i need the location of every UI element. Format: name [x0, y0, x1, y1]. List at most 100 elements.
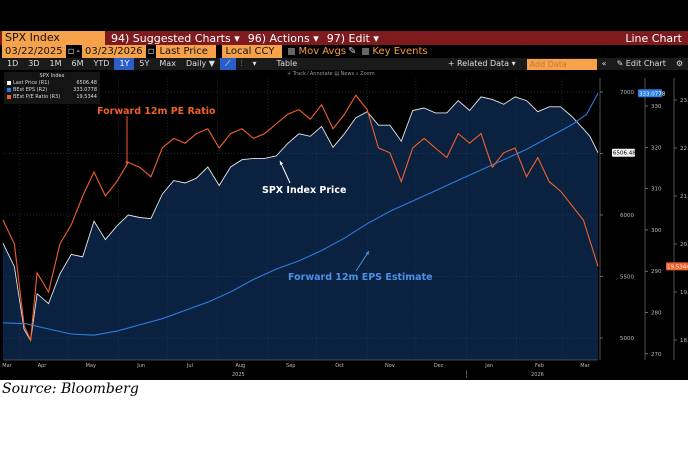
- range-5y[interactable]: 5Y: [139, 59, 150, 68]
- bar-chart-icon[interactable]: ⫶: [240, 59, 243, 68]
- eps-annotation: Forward 12m EPS Estimate: [288, 272, 433, 283]
- range-1y[interactable]: 1Y: [114, 58, 135, 70]
- date-separator: -: [76, 46, 81, 57]
- x-tick-label: Jun: [136, 363, 145, 369]
- r3-tick-label: 20.0000: [680, 242, 688, 248]
- x-tick-label: Dec: [434, 363, 444, 369]
- legend-rows: Last Price (R1) 6506.48 BEst EPS (R2) 333.0…: [7, 79, 97, 100]
- pe-ratio-line: [2, 94, 599, 343]
- spx-arrowhead-icon: [279, 161, 284, 165]
- start-date-field[interactable]: 03/22/2025: [2, 45, 66, 58]
- legend-item[interactable]: BEst P/E Ratio (R3) 19.5344: [7, 93, 97, 100]
- spx-price-line: [2, 96, 599, 342]
- currency-select[interactable]: Local CCY: [222, 45, 283, 58]
- pencil-icon[interactable]: ✎: [348, 46, 357, 57]
- date-controls: 03/22/2025 ▫ - 03/23/2026 ▫ Last Price L…: [0, 45, 688, 58]
- spx-arrow: [279, 160, 291, 184]
- range-buttons: 1D 3D 1M 6M YTD 1Y 5Y Max: [2, 58, 181, 70]
- actions-menu[interactable]: 96) Actions ▾: [247, 31, 319, 45]
- x-tick-label: Sep: [286, 363, 295, 369]
- x-year-label: 2025: [232, 372, 245, 378]
- source-caption: Source: Bloomberg: [2, 381, 139, 397]
- edit-chart-button[interactable]: ✎ Edit Chart: [616, 59, 666, 68]
- chart-tools[interactable]: + Track ⁄ Annotate ▤ News ⌕ Zoom: [287, 71, 375, 77]
- pe-annotation: Forward 12m PE Ratio: [97, 106, 216, 117]
- legend-label: BEst EPS (R2): [13, 86, 48, 93]
- r2-tick-label: 300: [651, 228, 662, 234]
- r2-tick-label: 280: [651, 311, 662, 317]
- r2-tick-label: 290: [651, 269, 662, 275]
- r2-tick-label: 320: [651, 145, 662, 151]
- field-select[interactable]: Last Price: [156, 45, 217, 58]
- mov-avgs-checkbox[interactable]: [288, 48, 296, 55]
- more-dropdown-icon[interactable]: ▾: [252, 59, 257, 68]
- legend-swatch: [7, 80, 11, 85]
- chart-svg: Mar Apr May Jun Jul Aug Sep Oct Nov Dec Jan Feb Mar 2…: [2, 78, 688, 378]
- range-6m[interactable]: 6M: [71, 59, 84, 68]
- add-data-input[interactable]: Add Data: [526, 58, 597, 70]
- r1-tick-label: 6000: [620, 213, 634, 219]
- mov-avgs-label[interactable]: Mov Avgs: [298, 46, 347, 57]
- key-events-label[interactable]: Key Events: [372, 46, 428, 57]
- title-bar: SPX Index 94) Suggested Charts ▾ 96) Act…: [0, 31, 688, 45]
- legend-item[interactable]: Last Price (R1) 6506.48: [7, 79, 97, 86]
- legend-swatch: [7, 87, 11, 92]
- key-events-checkbox[interactable]: [362, 48, 370, 55]
- legend-value: 6506.48: [76, 79, 97, 86]
- related-data-button[interactable]: + Related Data ▾: [447, 59, 516, 68]
- x-year-label: 2026: [531, 372, 544, 378]
- pe-arrowhead-icon: [125, 161, 129, 165]
- spx-area-fill: [3, 96, 598, 361]
- edit-menu[interactable]: 97) Edit ▾: [326, 31, 379, 45]
- eps-line: [2, 93, 599, 336]
- r1-last-value: 6506.48: [613, 151, 636, 157]
- range-1d[interactable]: 1D: [7, 59, 19, 68]
- legend: SPX Index Last Price (R1) 6506.48 BEst EPS…: [4, 72, 100, 104]
- legend-item[interactable]: BEst EPS (R2) 333.0778: [7, 86, 97, 93]
- table-button[interactable]: Table: [276, 59, 298, 68]
- r1-tick-label: 7000: [620, 90, 634, 96]
- suggested-charts-menu[interactable]: 94) Suggested Charts ▾: [111, 31, 240, 45]
- x-tick-label: Mar: [580, 363, 590, 369]
- end-date-field[interactable]: 03/23/2026: [82, 45, 146, 58]
- x-tick-label: Feb: [535, 363, 544, 369]
- range-3d[interactable]: 3D: [28, 59, 40, 68]
- x-tick-label: Mar: [2, 363, 12, 369]
- range-toolbar: 1D 3D 1M 6M YTD 1Y 5Y Max Daily ▼ ⟋ ⫶ ▾ Table +…: [0, 58, 688, 70]
- range-max[interactable]: Max: [159, 59, 176, 68]
- r1-last-value-tag: [612, 148, 635, 157]
- legend-label: BEst P/E Ratio (R3): [13, 93, 61, 100]
- chart-type-label: Line Chart: [625, 31, 682, 45]
- spx-annotation: SPX Index Price: [262, 185, 346, 196]
- eps-arrow: [355, 250, 370, 272]
- r3-tick-label: 21.0000: [680, 194, 688, 200]
- legend-label: Last Price (R1): [13, 79, 50, 86]
- frequency-select[interactable]: Daily ▼: [185, 59, 215, 68]
- legend-value: 333.0778: [73, 86, 97, 93]
- r2-last-value-tag: [638, 89, 662, 98]
- r2-tick-label: 330: [651, 104, 662, 110]
- r3-tick-label: 23.0000: [680, 98, 688, 104]
- legend-title: SPX Index: [39, 73, 65, 79]
- calendar-icon[interactable]: ▫: [67, 46, 75, 57]
- ticker-field[interactable]: SPX Index: [2, 31, 105, 45]
- collapse-icon[interactable]: «: [601, 59, 607, 68]
- range-1m[interactable]: 1M: [49, 59, 62, 68]
- legend-value: 19.5344: [76, 93, 97, 100]
- x-tick-label: Nov: [385, 363, 395, 369]
- r3-tick-label: 18.0000: [680, 338, 688, 344]
- r3-last-value: 19.5344: [667, 264, 688, 270]
- x-tick-label: Jul: [186, 363, 193, 369]
- r2-last-value: 333.0778: [639, 91, 666, 97]
- range-ytd[interactable]: YTD: [93, 59, 110, 68]
- r2-tick-label: 310: [651, 187, 662, 193]
- r3-tick-label: 19.0000: [680, 290, 688, 296]
- x-tick-label: Aug: [235, 363, 245, 369]
- r3-last-value-tag: [666, 262, 688, 271]
- r1-tick-label: 5500: [620, 275, 634, 281]
- settings-gear-icon[interactable]: ⚙: [675, 59, 683, 68]
- r2-tick-label: 270: [651, 352, 662, 358]
- x-tick-label: Apr: [38, 363, 48, 369]
- line-chart-icon[interactable]: ⟋: [219, 58, 236, 70]
- calendar-icon[interactable]: ▫: [147, 46, 155, 57]
